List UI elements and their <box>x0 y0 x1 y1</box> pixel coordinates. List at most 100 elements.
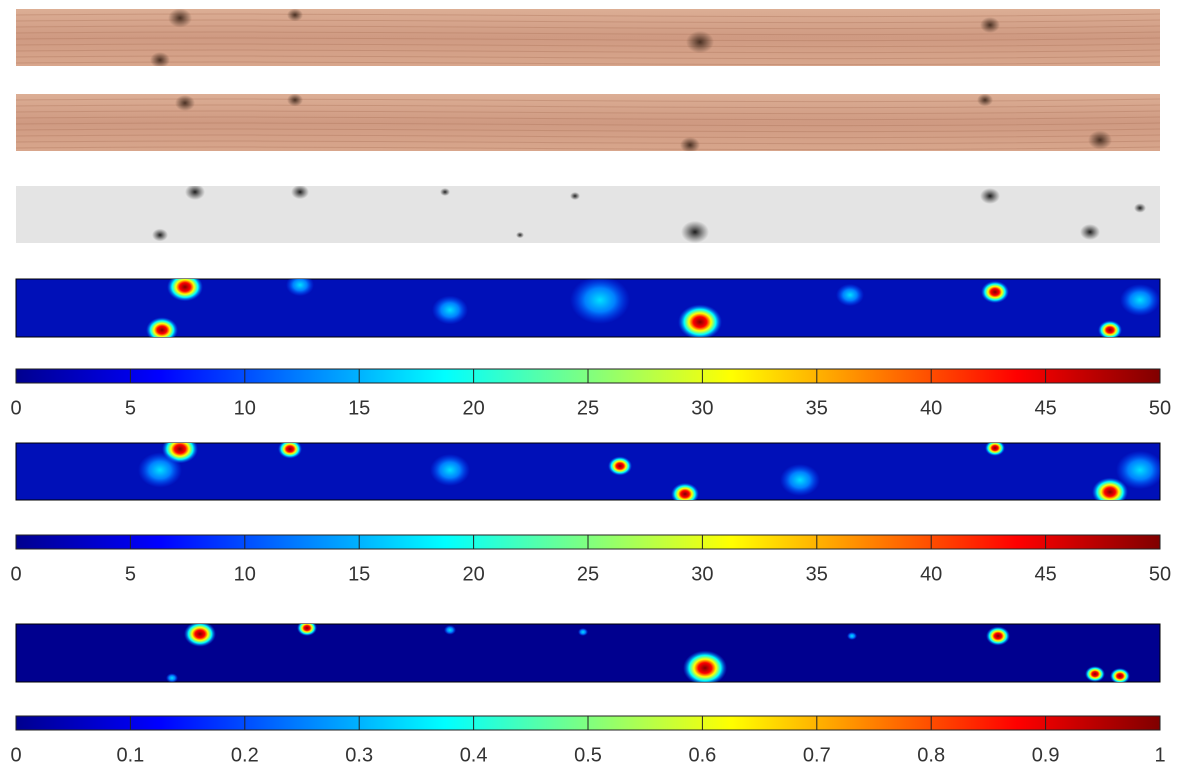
colorbar-tick-label: 0 <box>10 744 21 766</box>
knot <box>1080 224 1100 240</box>
grain <box>16 128 1160 133</box>
blob <box>1120 284 1160 316</box>
blob <box>286 279 314 297</box>
blob <box>138 452 182 488</box>
colorbar-tick-label: 0.1 <box>116 744 144 766</box>
knot <box>185 186 205 200</box>
knot <box>175 95 195 111</box>
colorbar-tick-label: 5 <box>125 397 136 419</box>
grain <box>16 49 1160 54</box>
texture <box>152 186 1146 243</box>
blob <box>1110 668 1130 682</box>
knot <box>686 30 714 54</box>
colorbar-tick-label: 0.9 <box>1032 744 1060 766</box>
knot <box>440 188 450 196</box>
colorbar-tick-label: 0.5 <box>574 744 602 766</box>
blob <box>570 279 630 324</box>
blob <box>981 280 1009 304</box>
knot <box>680 137 700 151</box>
colorbar-tick-label: 0.7 <box>803 744 831 766</box>
grain <box>16 122 1160 127</box>
grain <box>16 134 1160 139</box>
colorbar-tick-label: 10 <box>234 397 256 419</box>
blob <box>184 624 216 647</box>
grain <box>16 43 1160 48</box>
colorbar-tick-label: 20 <box>462 397 484 419</box>
grain <box>16 146 1160 151</box>
knot <box>980 17 1000 33</box>
grain <box>16 31 1160 36</box>
grayscale-image <box>16 186 1160 243</box>
colorbar-tick-label: 10 <box>234 563 256 585</box>
knot <box>681 220 709 243</box>
colorbar-tick-label: 40 <box>920 563 942 585</box>
colorbar-tick-label: 25 <box>577 563 599 585</box>
colorbar-tick-label: 45 <box>1034 397 1056 419</box>
knot <box>287 94 303 107</box>
blob <box>430 454 470 486</box>
colorbar-tick-label: 5 <box>125 563 136 585</box>
knot <box>152 228 168 242</box>
knot <box>150 52 170 66</box>
heatmap <box>15 442 1161 501</box>
blob <box>671 482 699 500</box>
colorbar-tick-label: 35 <box>806 397 828 419</box>
blob <box>1116 450 1160 490</box>
blob <box>167 279 203 302</box>
knot <box>1134 203 1146 213</box>
colorbar-tick-label: 0.8 <box>917 744 945 766</box>
grain <box>16 140 1160 145</box>
colorbar-tick-label: 50 <box>1149 563 1171 585</box>
colorbar-tick-label: 0.6 <box>688 744 716 766</box>
colorbar-tick-label: 20 <box>462 563 484 585</box>
colorbar-tick-label: 1 <box>1154 744 1165 766</box>
knot <box>287 9 303 22</box>
blob <box>1092 477 1128 500</box>
blob <box>444 625 456 635</box>
knot <box>291 186 309 200</box>
knot <box>168 9 192 28</box>
blob <box>578 628 588 636</box>
colorbar-tick-label: 0 <box>10 397 21 419</box>
colorbar-tick-label: 30 <box>691 397 713 419</box>
grain <box>16 110 1160 115</box>
blob <box>432 295 468 325</box>
blob <box>683 650 727 682</box>
colorbar-tick-label: 45 <box>1034 563 1056 585</box>
grain <box>16 61 1160 66</box>
colorbar-tick-label: 0.3 <box>345 744 373 766</box>
colorbar-tick-label: 15 <box>348 397 370 419</box>
grain <box>16 116 1160 121</box>
colorbar-tick-label: 50 <box>1149 397 1171 419</box>
blob <box>678 304 722 337</box>
knot <box>1088 130 1112 150</box>
grain <box>16 55 1160 60</box>
colorbar-tick-label: 0.2 <box>231 744 259 766</box>
colorbar-tick-label: 0 <box>10 563 21 585</box>
blob <box>608 456 632 476</box>
blob <box>166 673 178 682</box>
texture <box>16 9 1160 66</box>
colorbar-tick-label: 0.4 <box>460 744 488 766</box>
blob <box>847 632 857 640</box>
blob <box>836 283 864 307</box>
wood-image <box>16 9 1160 66</box>
blob <box>780 464 820 496</box>
knot <box>516 231 524 239</box>
texture <box>146 279 1160 337</box>
texture <box>16 94 1160 151</box>
knot <box>980 188 1000 204</box>
colorbar-tick-label: 25 <box>577 397 599 419</box>
texture <box>166 624 1130 682</box>
blob <box>1085 666 1105 682</box>
colorbar-tick-label: 15 <box>348 563 370 585</box>
colorbar-tick-label: 35 <box>806 563 828 585</box>
texture <box>138 443 1160 500</box>
knot <box>570 192 580 200</box>
wood-image <box>16 94 1160 151</box>
blob <box>985 443 1005 456</box>
blob <box>1098 320 1122 337</box>
